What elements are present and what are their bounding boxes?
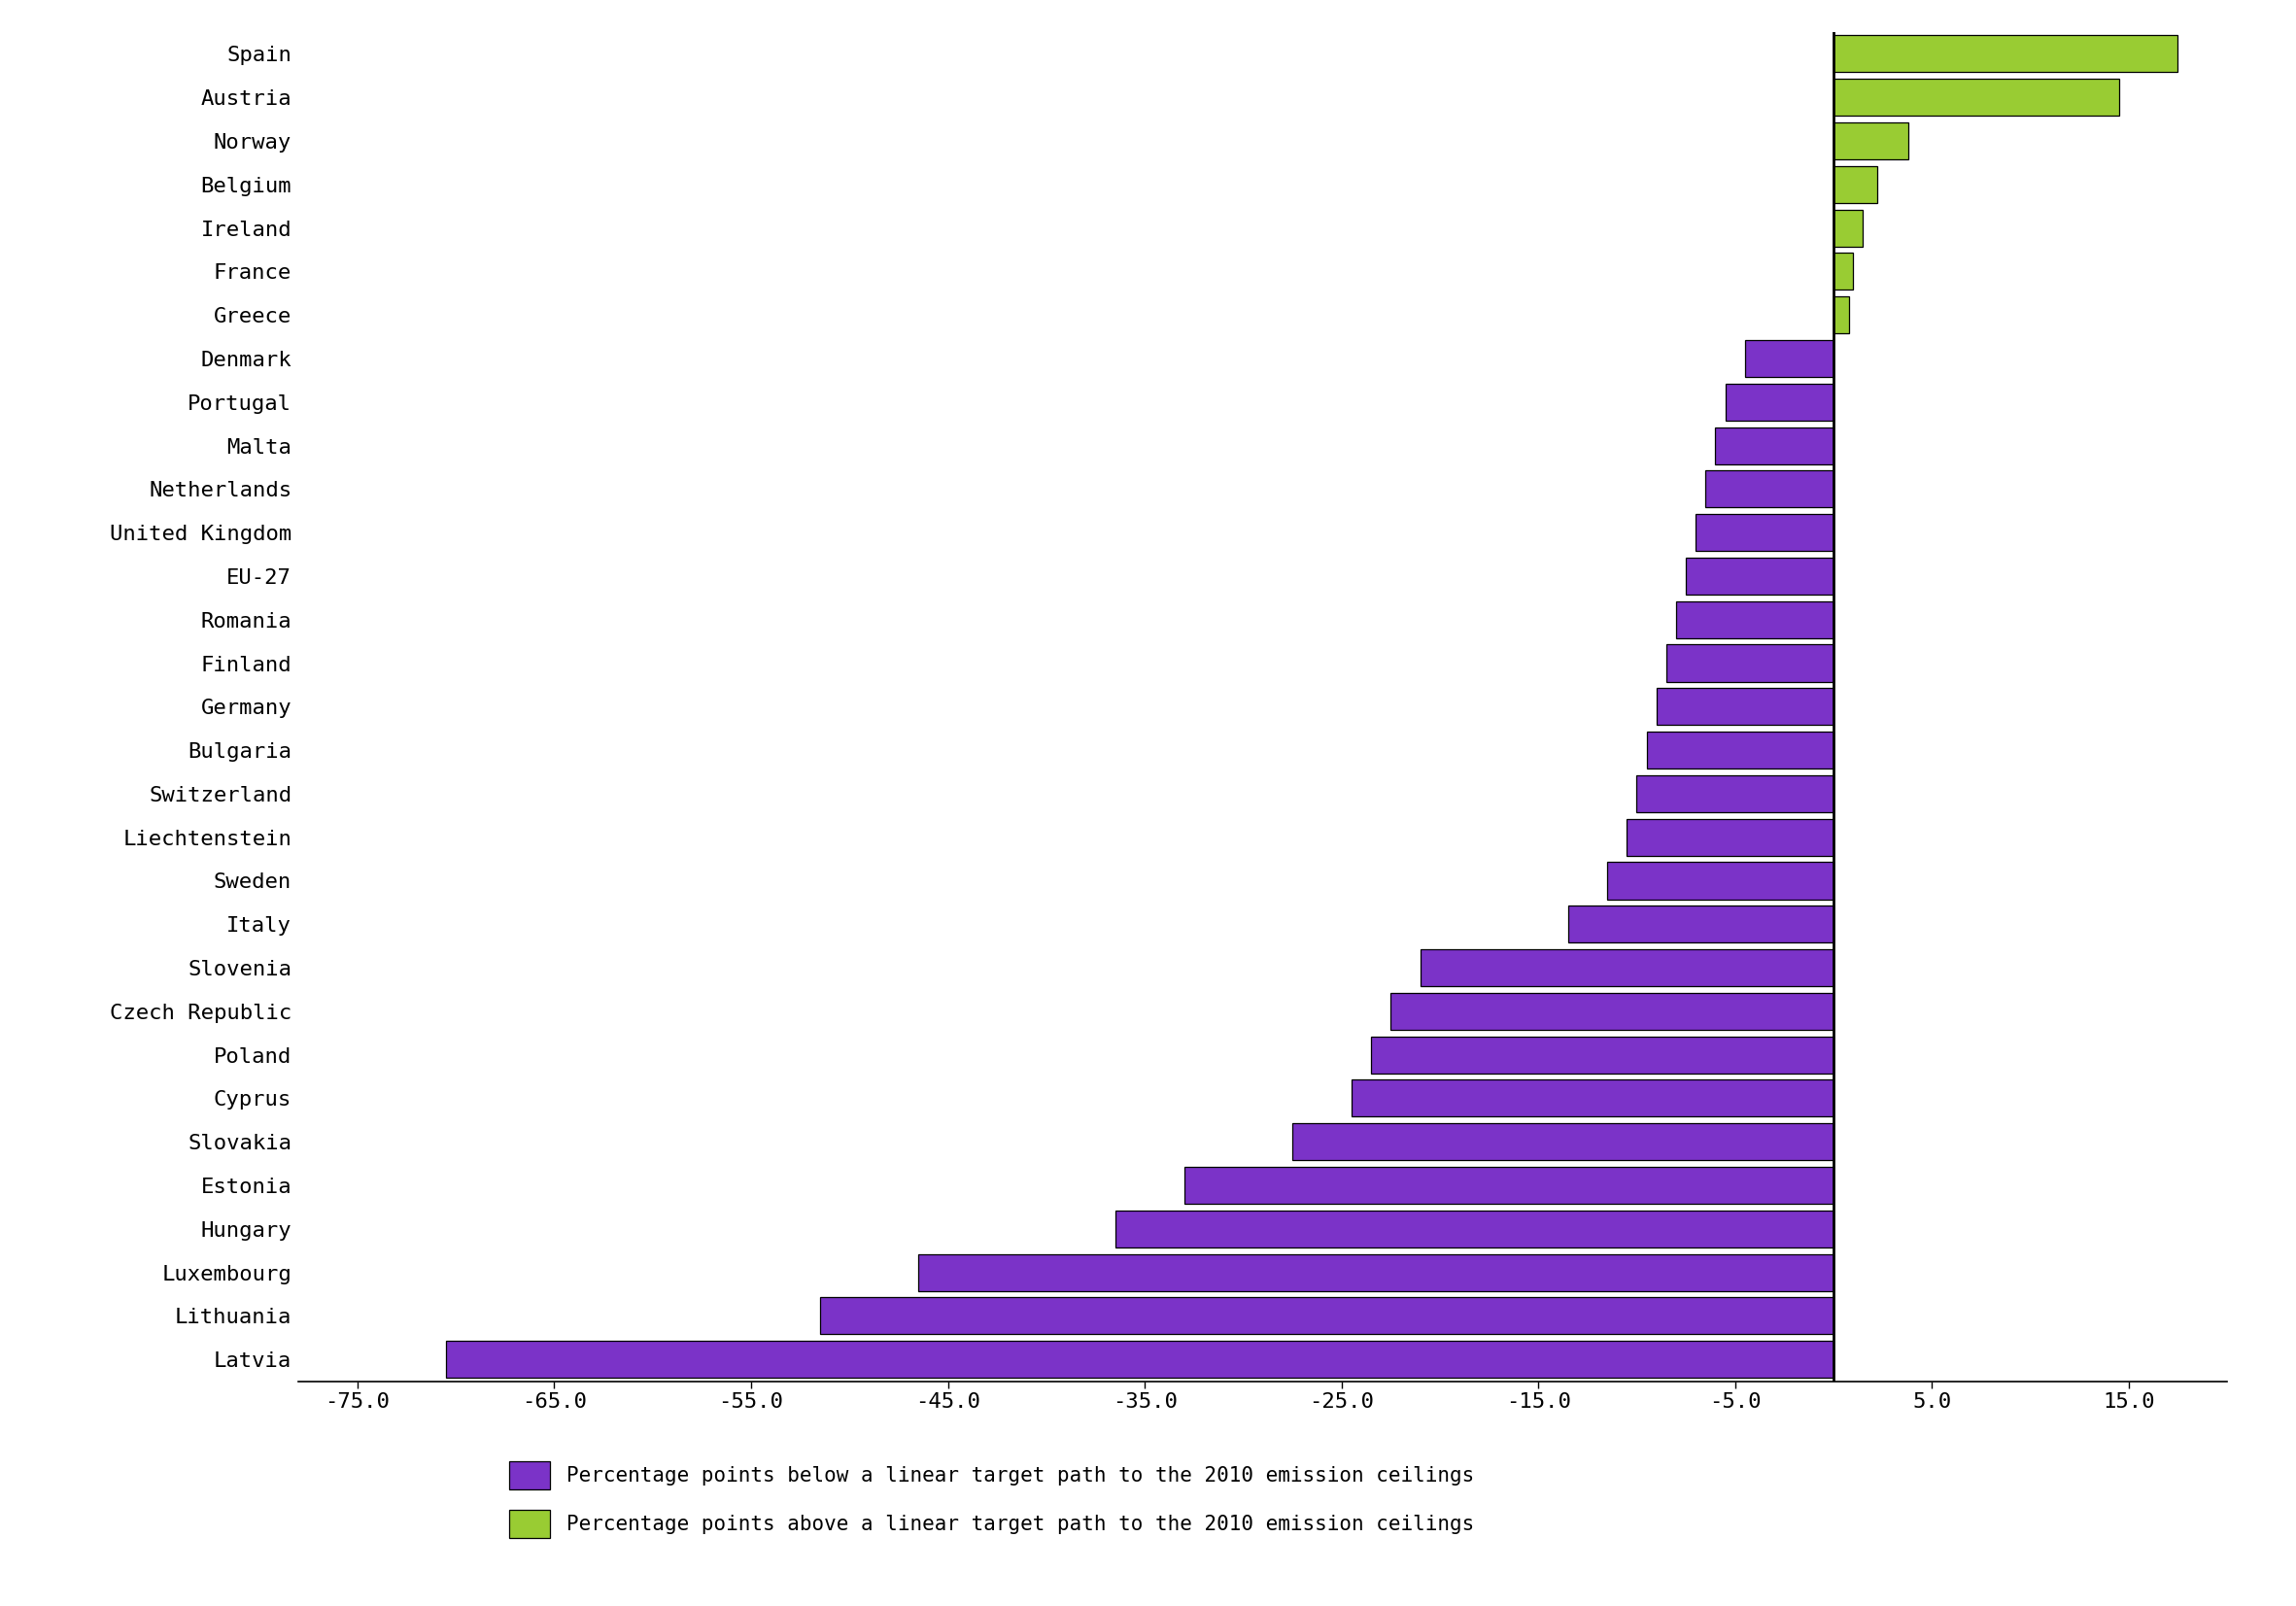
- Bar: [1835, 122, 1908, 159]
- Bar: [1421, 949, 1835, 986]
- Bar: [1745, 340, 1835, 377]
- Bar: [1835, 254, 1853, 291]
- Bar: [1835, 209, 1862, 246]
- Bar: [1293, 1123, 1835, 1160]
- Bar: [1655, 687, 1835, 726]
- Bar: [1835, 297, 1848, 334]
- Bar: [918, 1254, 1835, 1291]
- Bar: [1637, 776, 1835, 813]
- Bar: [1116, 1211, 1835, 1248]
- Bar: [1667, 644, 1835, 681]
- Bar: [1646, 732, 1835, 769]
- Legend: Percentage points below a linear target path to the 2010 emission ceilings, Perc: Percentage points below a linear target …: [501, 1453, 1483, 1547]
- Bar: [1724, 384, 1835, 421]
- Bar: [1352, 1079, 1835, 1116]
- Bar: [1706, 471, 1835, 507]
- Bar: [1697, 514, 1835, 551]
- Bar: [1391, 993, 1835, 1029]
- Bar: [1715, 427, 1835, 464]
- Bar: [1835, 79, 2119, 116]
- Bar: [1371, 1036, 1835, 1073]
- Bar: [820, 1298, 1835, 1335]
- Bar: [1676, 601, 1835, 638]
- Bar: [1607, 862, 1835, 899]
- Bar: [1568, 906, 1835, 943]
- Bar: [445, 1341, 1835, 1378]
- Bar: [1835, 35, 2179, 72]
- Bar: [1628, 819, 1835, 856]
- Bar: [1685, 557, 1835, 594]
- Bar: [1185, 1168, 1835, 1204]
- Bar: [1835, 165, 1876, 202]
